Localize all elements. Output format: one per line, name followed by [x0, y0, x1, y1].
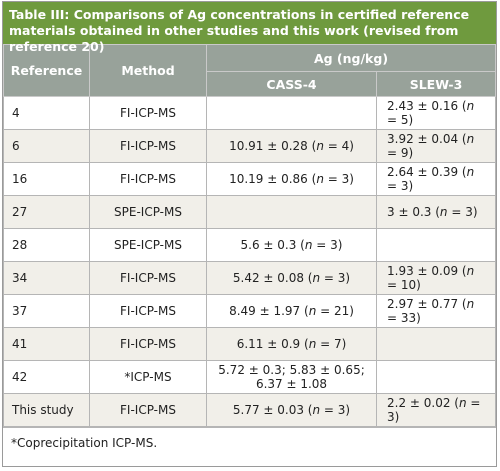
- value-cell: [376, 327, 496, 361]
- header-method: Method: [89, 44, 207, 97]
- method-cell: FI-ICP-MS: [89, 294, 207, 328]
- reference-cell: 6: [3, 129, 90, 163]
- reference-cell: 27: [3, 195, 90, 229]
- value-cell: [376, 360, 496, 394]
- value-cell: [206, 195, 377, 229]
- header-reference: Reference: [3, 44, 90, 97]
- value-cell: 5.72 ± 0.3; 5.83 ± 0.65; 6.37 ± 1.08: [206, 360, 377, 394]
- table-row: 34 FI-ICP-MS 5.42 ± 0.08 (n = 3) 1.93 ± 0.0…: [3, 261, 496, 295]
- table-row: 28 SPE-ICP-MS 5.6 ± 0.3 (n = 3): [3, 228, 496, 262]
- table-row: 4 FI-ICP-MS 2.43 ± 0.16 (n = 5): [3, 96, 496, 130]
- table-row: 41 FI-ICP-MS 6.11 ± 0.9 (n = 7): [3, 327, 496, 361]
- value-cell: 2.43 ± 0.16 (n = 5): [376, 96, 496, 130]
- value-cell: 8.49 ± 1.97 (n = 21): [206, 294, 377, 328]
- value-cell: 10.19 ± 0.86 (n = 3): [206, 162, 377, 196]
- reference-cell: 16: [3, 162, 90, 196]
- method-cell: SPE-ICP-MS: [89, 228, 207, 262]
- value-cell: 1.93 ± 0.09 (n = 10): [376, 261, 496, 295]
- reference-cell: 37: [3, 294, 90, 328]
- value-cell: 3.92 ± 0.04 (n = 9): [376, 129, 496, 163]
- header-column: CASS-4: [206, 71, 377, 97]
- table-row: 42 *ICP-MS 5.72 ± 0.3; 5.83 ± 0.65; 6.37 ±…: [3, 360, 496, 394]
- value-cell: [376, 228, 496, 262]
- table-body: 4 FI-ICP-MS 2.43 ± 0.16 (n = 5) 6 FI-ICP-MS 1…: [3, 96, 496, 427]
- value-cell: 5.42 ± 0.08 (n = 3): [206, 261, 377, 295]
- method-cell: FI-ICP-MS: [89, 327, 207, 361]
- data-table: Reference Method Ag (ng/kg) CASS-4 SLEW-…: [3, 44, 496, 427]
- table-title: Table III: Comparisons of Ag concentrati…: [3, 2, 496, 54]
- reference-cell: 34: [3, 261, 90, 295]
- title-text: Comparisons of Ag concentrations in cert…: [9, 7, 470, 54]
- method-cell: SPE-ICP-MS: [89, 195, 207, 229]
- value-cell: 3 ± 0.3 (n = 3): [376, 195, 496, 229]
- value-cell: 5.6 ± 0.3 (n = 3): [206, 228, 377, 262]
- reference-cell: 41: [3, 327, 90, 361]
- value-cell: 2.97 ± 0.77 (n = 33): [376, 294, 496, 328]
- method-cell: FI-ICP-MS: [89, 129, 207, 163]
- reference-cell: 4: [3, 96, 90, 130]
- value-cell: 10.91 ± 0.28 (n = 4): [206, 129, 377, 163]
- header-group: Ag (ng/kg): [206, 44, 496, 72]
- method-cell: FI-ICP-MS: [89, 96, 207, 130]
- method-cell: *ICP-MS: [89, 360, 207, 394]
- reference-cell: This study: [3, 393, 90, 427]
- table-row: 37 FI-ICP-MS 8.49 ± 1.97 (n = 21) 2.97 ± 0.…: [3, 294, 496, 328]
- method-cell: FI-ICP-MS: [89, 162, 207, 196]
- value-cell: 2.64 ± 0.39 (n = 3): [376, 162, 496, 196]
- table-row: 27 SPE-ICP-MS 3 ± 0.3 (n = 3): [3, 195, 496, 229]
- table-card: Table III: Comparisons of Ag concentrati…: [2, 1, 497, 467]
- footnote: *Coprecipitation ICP-MS.: [3, 427, 496, 458]
- title-label: Table III:: [9, 7, 70, 22]
- method-cell: FI-ICP-MS: [89, 393, 207, 427]
- table-row: This study FI-ICP-MS 5.77 ± 0.03 (n = 3) 2.…: [3, 393, 496, 427]
- table-row: 6 FI-ICP-MS 10.91 ± 0.28 (n = 4) 3.92 ± 0.0…: [3, 129, 496, 163]
- reference-cell: 42: [3, 360, 90, 394]
- value-cell: 6.11 ± 0.9 (n = 7): [206, 327, 377, 361]
- reference-cell: 28: [3, 228, 90, 262]
- header-column: SLEW-3: [376, 71, 496, 97]
- table-row: 16 FI-ICP-MS 10.19 ± 0.86 (n = 3) 2.64 ± 0.…: [3, 162, 496, 196]
- value-cell: 5.77 ± 0.03 (n = 3): [206, 393, 377, 427]
- method-cell: FI-ICP-MS: [89, 261, 207, 295]
- value-cell: 2.2 ± 0.02 (n = 3): [376, 393, 496, 427]
- value-cell: [206, 96, 377, 130]
